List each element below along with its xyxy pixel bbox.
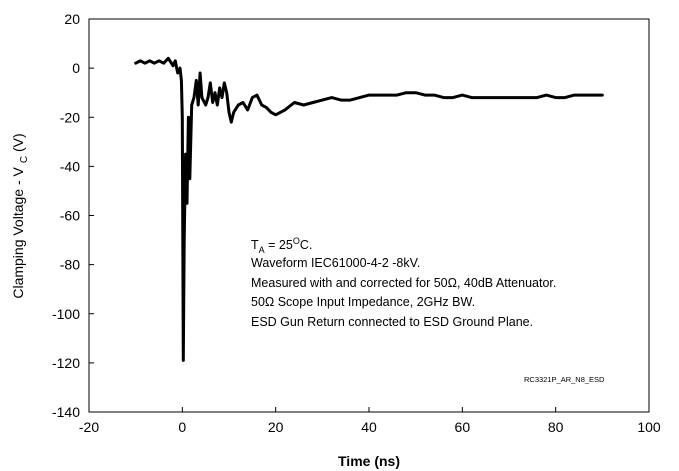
y-axis-title: Clamping Voltage - VC (V): [10, 133, 30, 298]
y-tick-label: -20: [60, 109, 80, 125]
x-axis-title: Time (ns): [338, 453, 400, 469]
chart-code-label: RC3321P_AR_N8_ESD: [524, 375, 605, 384]
y-tick-label: -140: [52, 404, 80, 420]
annotation-line-3: Measured with and corrected for 50Ω, 40d…: [251, 276, 556, 290]
annotation-block: TA = 25OC. Waveform IEC61000-4-2 -8kV. M…: [251, 236, 556, 329]
y-tick-label: -60: [60, 208, 80, 224]
y-tick-label: -40: [60, 158, 80, 174]
x-tick-label: 80: [548, 419, 564, 435]
x-tick-label: 0: [178, 419, 186, 435]
y-axis: 20 0 -20 -40 -60 -80 -100 -120 -140: [52, 11, 94, 420]
x-axis: -20 0 20 40 60 80 100: [79, 407, 661, 435]
x-tick-label: 60: [455, 419, 471, 435]
x-tick-label: 20: [268, 419, 284, 435]
annotation-line-1: TA = 25OC.: [251, 236, 312, 255]
y-tick-label: -80: [60, 257, 80, 273]
series-line: [134, 56, 604, 362]
plot-area: [88, 18, 650, 413]
x-tick-label: 40: [361, 419, 377, 435]
y-tick-label: 0: [72, 60, 80, 76]
annotation-line-2: Waveform IEC61000-4-2 -8kV.: [251, 256, 420, 270]
x-tick-label: -20: [79, 419, 99, 435]
annotation-line-4: 50Ω Scope Input Impedance, 2GHz BW.: [251, 295, 475, 309]
y-tick-label: -100: [52, 306, 80, 322]
x-tick-label: 100: [637, 419, 661, 435]
y-tick-label: 20: [64, 11, 80, 27]
y-tick-label: -120: [52, 355, 80, 371]
annotation-line-5: ESD Gun Return connected to ESD Ground P…: [251, 315, 533, 329]
